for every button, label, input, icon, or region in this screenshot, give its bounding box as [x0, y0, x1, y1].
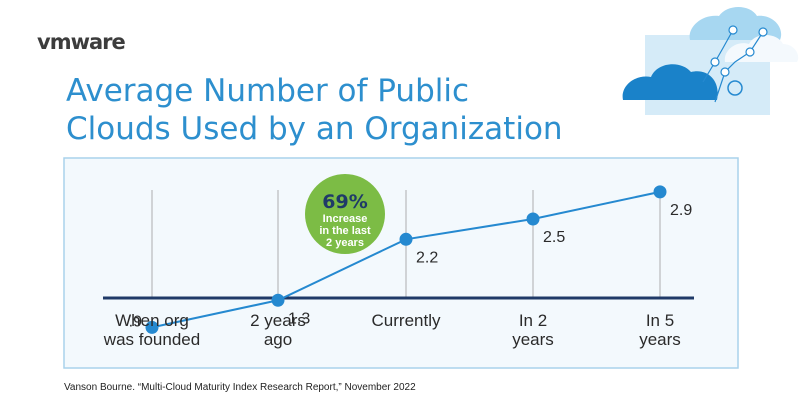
cloud-right [724, 35, 799, 62]
data-point-2 [399, 232, 413, 246]
network-node [720, 67, 730, 77]
network-links [714, 31, 764, 103]
source-citation: Vanson Bourne. “Multi-Cloud Maturity Ind… [64, 382, 416, 393]
tick-label-4-0: In 5 [646, 311, 674, 330]
tick-label-0-1: was founded [103, 330, 200, 349]
tick-label-1-0: 2 years [250, 311, 306, 330]
callout-line-3: 2 years [326, 237, 364, 249]
value-label-0: .9 [129, 313, 142, 330]
cloud-left [622, 64, 718, 100]
tick-label-1-1: ago [264, 330, 292, 349]
value-label-3: 2.5 [543, 229, 565, 246]
tick-label-4-1: years [639, 330, 681, 349]
cloud-network-illustration [622, 7, 799, 115]
network-ring [727, 80, 743, 96]
data-point-4 [653, 185, 667, 199]
callout-value: 69% [322, 191, 367, 213]
callout-circle [305, 174, 385, 254]
network-node [728, 25, 738, 35]
data-point-1 [271, 293, 285, 307]
value-label-2: 2.2 [416, 249, 438, 266]
network-node [745, 47, 755, 57]
increase-callout-badge: 69% Increase in the last 2 years [305, 174, 385, 254]
callout-line-1: Increase [323, 213, 368, 225]
tick-label-2-0: Currently [372, 311, 441, 330]
title-line-1: Average Number of Public [66, 73, 470, 109]
value-labels: .9 1.3 2.2 2.5 2.9 [129, 202, 693, 330]
value-label-1: 1.3 [288, 310, 310, 327]
data-point-0 [145, 320, 159, 334]
tick-label-3-1: years [512, 330, 554, 349]
page-title: Average Number of Public Clouds Used by … [66, 72, 563, 148]
chart-panel [63, 157, 739, 369]
callout-line-2: in the last [319, 225, 371, 237]
cloud-top [689, 7, 782, 40]
tick-label-0-0: When org [115, 311, 189, 330]
vmware-logo: vmware [37, 30, 126, 54]
value-label-4: 2.9 [670, 202, 692, 219]
title-line-2: Clouds Used by an Organization [66, 111, 563, 147]
network-node [758, 27, 768, 37]
data-points [145, 185, 667, 334]
network-node [710, 57, 720, 67]
data-point-3 [526, 212, 540, 226]
network-links-2 [702, 29, 734, 83]
tick-label-3-0: In 2 [519, 311, 547, 330]
